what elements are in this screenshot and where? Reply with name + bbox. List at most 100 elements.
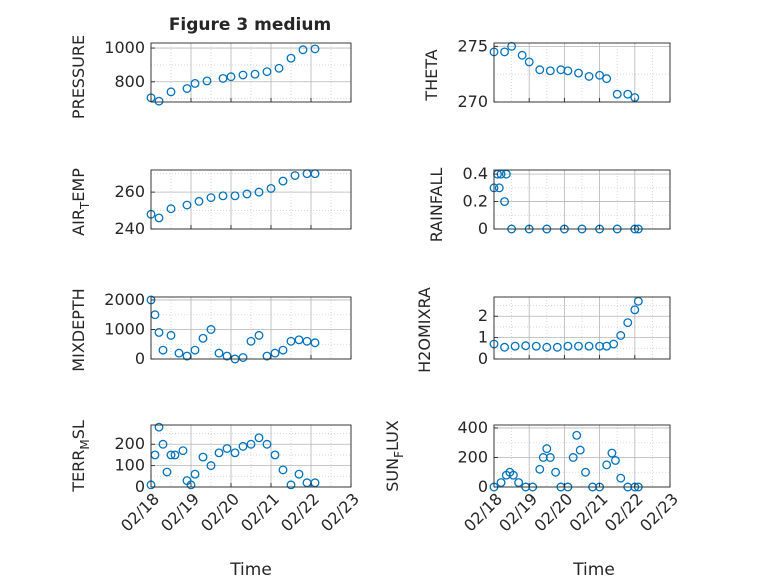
- theta-point: [595, 70, 605, 80]
- h2omixra-point: [616, 331, 626, 340]
- pressure-axes-box: [150, 42, 352, 103]
- sun-flux-xtick-label: 02/22: [601, 489, 647, 535]
- terr-msl-xtick-label: 02/18: [117, 489, 163, 535]
- sun-flux-point: [607, 448, 617, 458]
- mixdepth-point: [270, 348, 280, 358]
- air-temp-point: [154, 213, 164, 223]
- theta-ytick-label: 270: [457, 92, 488, 111]
- h2omixra-ytick-label: 1: [478, 328, 488, 347]
- pressure-point: [262, 67, 272, 77]
- terr-msl-point: [158, 439, 168, 449]
- pressure-ytick-label: 800: [114, 72, 145, 91]
- pressure-point: [286, 53, 296, 63]
- terr-msl-point: [270, 450, 280, 460]
- h2omixra-point: [542, 342, 552, 352]
- ylabel-sun-flux: SUNFLUX: [383, 420, 406, 492]
- terr-msl-point: [286, 480, 296, 490]
- sun-flux-point: [610, 455, 620, 465]
- pressure-point: [238, 70, 248, 80]
- terr-msl-ytick-label: 0: [135, 477, 145, 496]
- rainfall-axes-box: [493, 169, 671, 230]
- h2omixra-point: [552, 342, 562, 352]
- air-temp-point: [242, 189, 252, 199]
- mixdepth-ytick-label: 2000: [104, 290, 145, 309]
- rainfall-point: [500, 197, 510, 207]
- h2omixra-axes-box: [493, 296, 671, 360]
- pressure-point: [190, 79, 200, 88]
- theta-point: [517, 50, 527, 60]
- h2omixra-point: [510, 341, 520, 351]
- mixdepth-point: [310, 338, 320, 348]
- theta-axes-box: [493, 42, 671, 103]
- pressure-point: [274, 63, 284, 73]
- theta-point: [612, 89, 622, 99]
- sun-flux-xtick-label: 02/18: [460, 489, 506, 535]
- h2omixra-point: [623, 318, 633, 328]
- mixdepth-point: [238, 353, 248, 362]
- theta-point: [535, 65, 545, 75]
- air-temp-point: [230, 191, 240, 201]
- terr-msl-xtick-label: 02/21: [237, 489, 283, 535]
- air-temp-point: [218, 191, 228, 201]
- mixdepth-point: [206, 325, 216, 334]
- mixdepth-point: [158, 345, 168, 355]
- figure-title: Figure 3 medium: [169, 15, 331, 35]
- mixdepth-point: [286, 336, 296, 346]
- terr-msl-point: [310, 478, 320, 488]
- rainfall-ytick-label: 0.2: [463, 192, 488, 211]
- mixdepth-point: [302, 336, 312, 346]
- mixdepth-point: [254, 330, 264, 340]
- air-temp-ytick-label: 260: [114, 182, 145, 201]
- terr-msl-point: [294, 469, 304, 479]
- h2omixra-point: [574, 341, 583, 351]
- rainfall-ytick-label: 0: [478, 219, 488, 238]
- sun-flux-point: [545, 453, 555, 462]
- theta-point: [524, 57, 534, 67]
- mixdepth-point: [174, 348, 184, 358]
- pressure-point: [166, 87, 176, 97]
- h2omixra-ytick-label: 0: [478, 349, 488, 368]
- terr-msl-xtick-label: 02/20: [197, 489, 243, 535]
- terr-msl-point: [154, 422, 164, 432]
- terr-msl-point: [166, 450, 176, 460]
- theta-point: [500, 47, 510, 57]
- terr-msl-point: [186, 480, 196, 490]
- ylabel-pressure: PRESSURE: [69, 35, 88, 119]
- terr-msl-point: [214, 448, 224, 458]
- h2omixra-ytick-label: 2: [478, 306, 488, 325]
- pressure-point: [226, 72, 236, 82]
- theta-point: [584, 71, 594, 81]
- terr-msl-xtick-label: 02/22: [277, 489, 323, 535]
- theta-point: [623, 89, 633, 99]
- sun-flux-point: [616, 473, 626, 483]
- theta-point: [545, 66, 555, 76]
- pressure-point: [298, 45, 308, 55]
- ylabel-mixdepth: MIXDEPTH: [69, 288, 88, 371]
- terr-msl-xtick-label: 02/19: [157, 489, 203, 535]
- mixdepth-point: [246, 336, 256, 346]
- h2omixra-point: [563, 341, 573, 351]
- terr-msl-point: [246, 439, 256, 449]
- mixdepth-ytick-label: 0: [135, 349, 145, 368]
- sun-flux-point: [542, 444, 552, 454]
- sun-flux-ytick-label: 400: [457, 418, 488, 437]
- terr-msl-xtick-label: 02/23: [317, 489, 363, 535]
- terr-msl-point: [254, 433, 264, 443]
- ylabel-theta: THETA: [422, 49, 441, 101]
- air-temp-point: [278, 176, 288, 186]
- sun-flux-point: [602, 460, 612, 470]
- sun-flux-xtick-label: 02/20: [530, 489, 576, 535]
- terr-msl-point: [162, 467, 172, 477]
- h2omixra-point: [609, 339, 619, 349]
- sun-flux-point: [535, 464, 545, 474]
- theta-point: [507, 41, 517, 51]
- theta-point: [563, 66, 573, 76]
- terr-msl-point: [230, 448, 240, 458]
- air-temp-point: [266, 183, 276, 193]
- h2omixra-point: [500, 342, 510, 352]
- xlabel-time-left: Time: [229, 560, 272, 580]
- air-temp-ytick-label: 240: [114, 219, 145, 238]
- terr-msl-point: [170, 450, 180, 460]
- rainfall-ytick-label: 0.4: [463, 164, 488, 183]
